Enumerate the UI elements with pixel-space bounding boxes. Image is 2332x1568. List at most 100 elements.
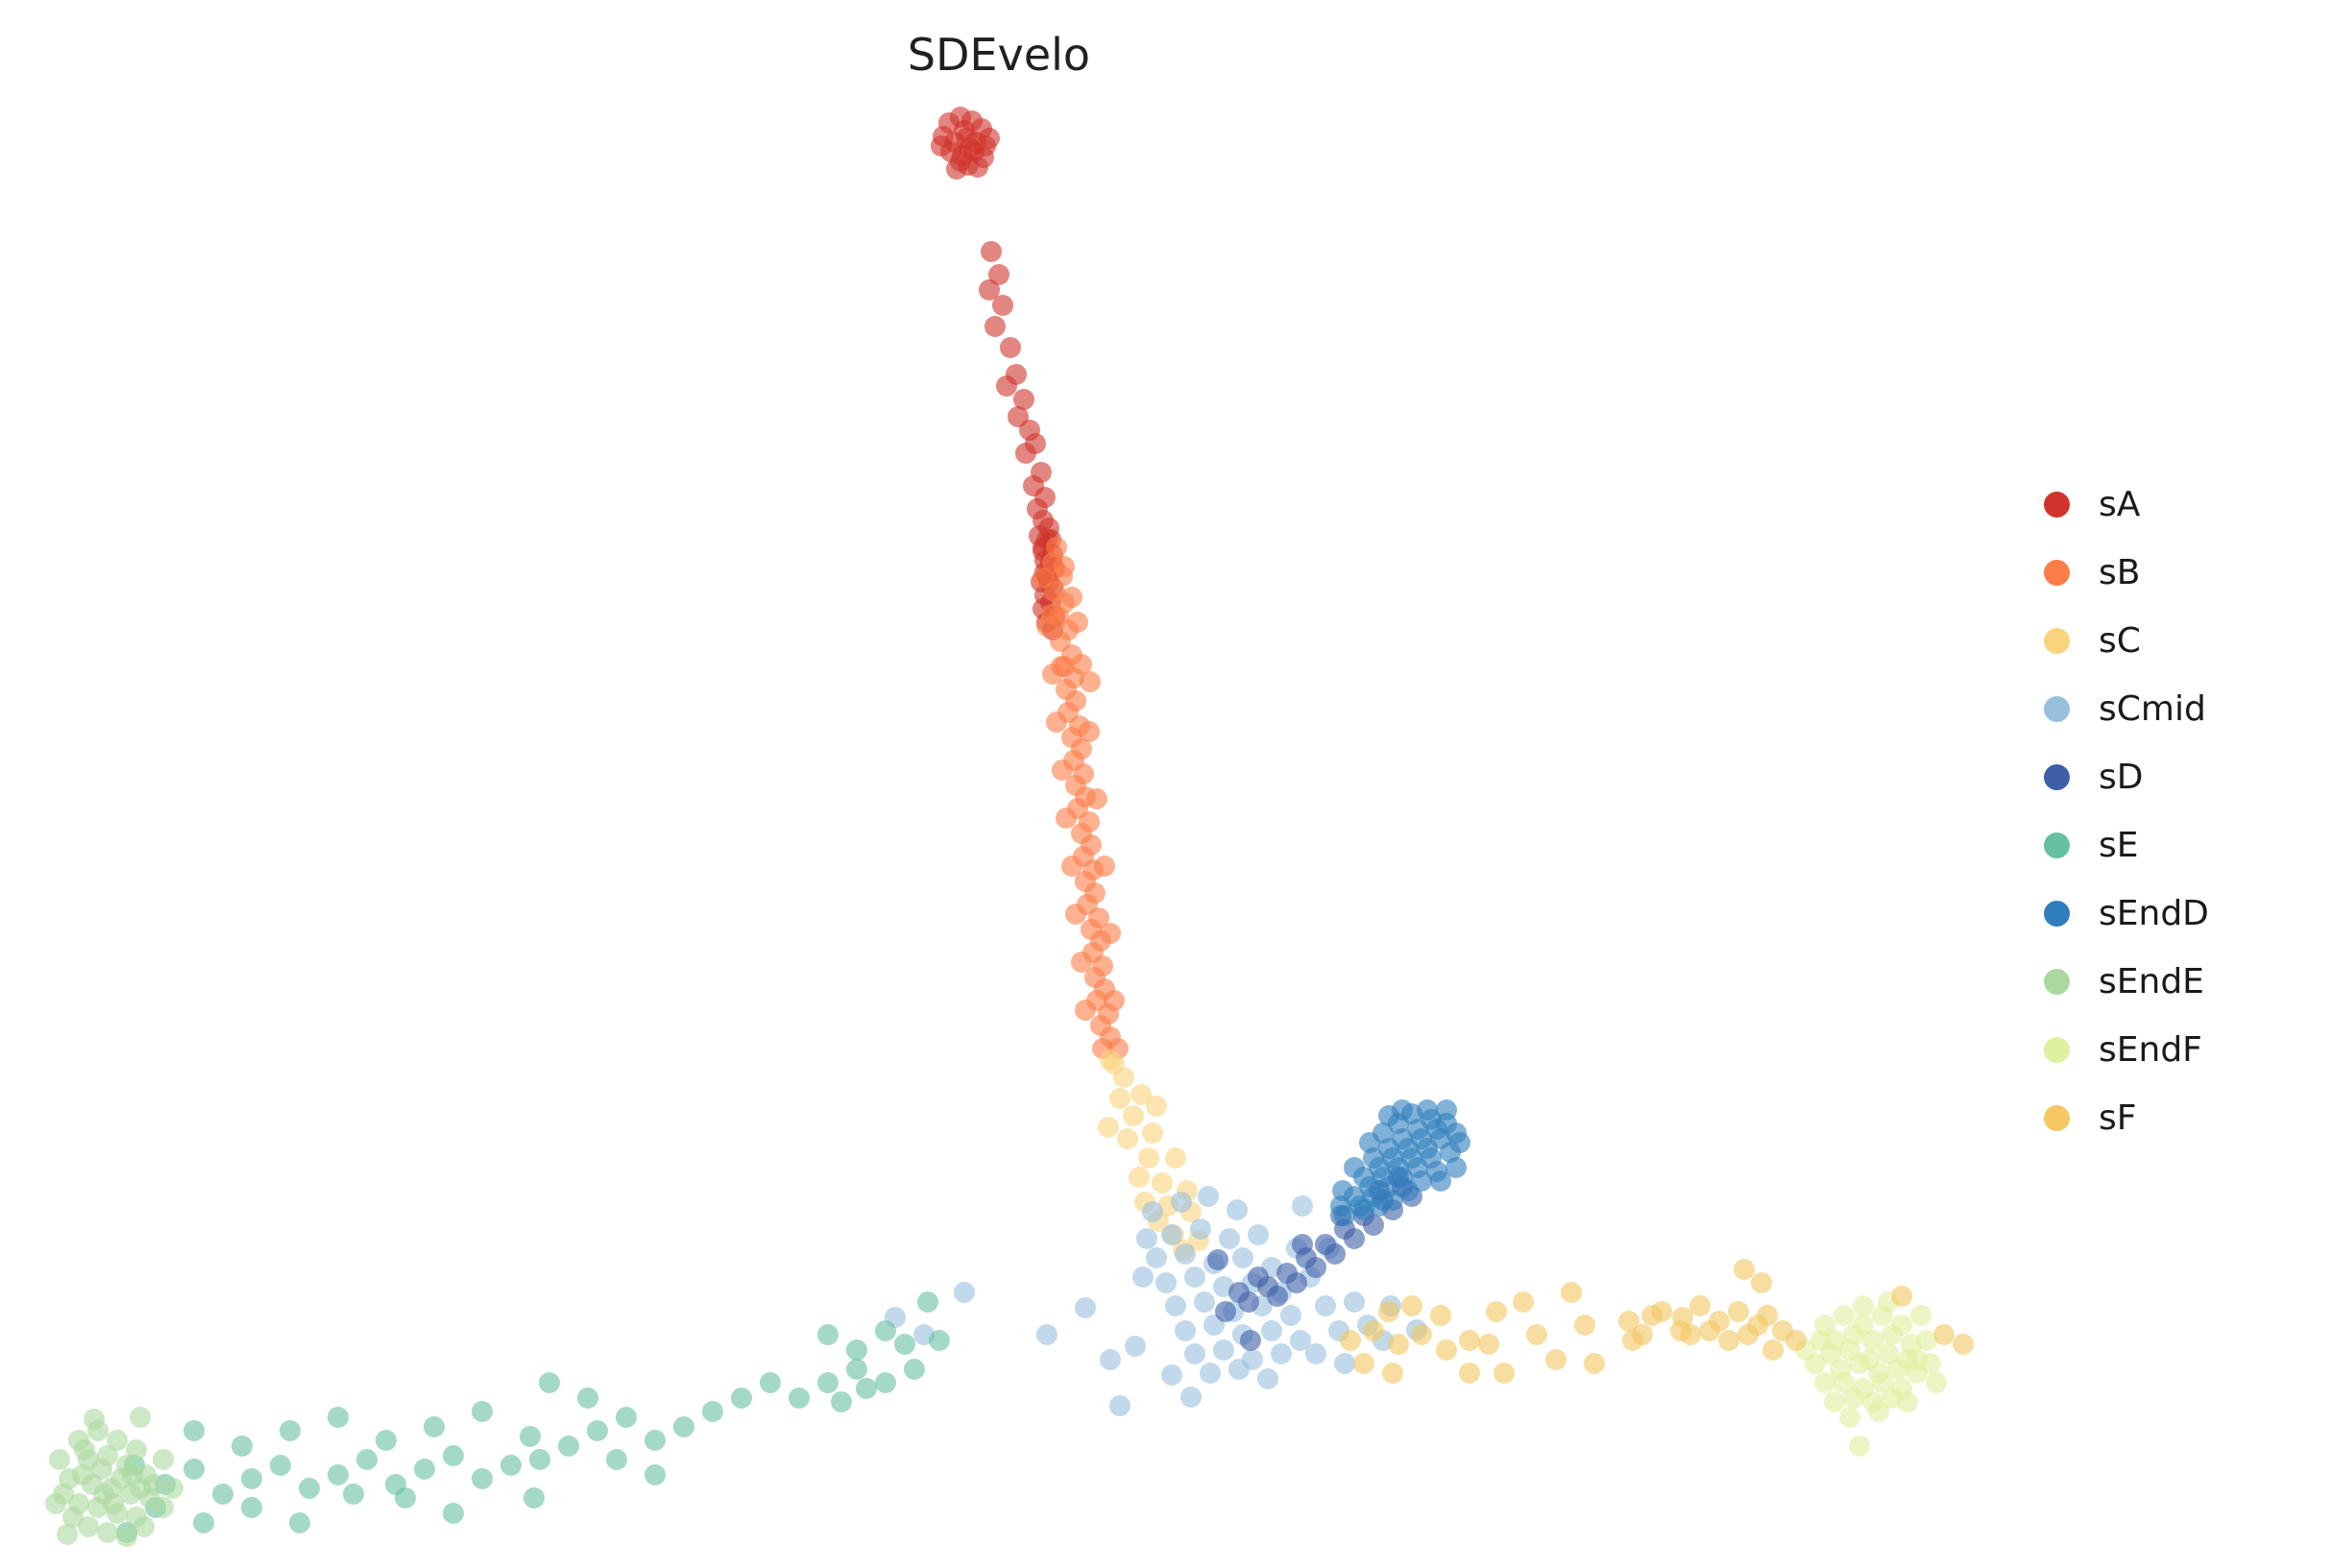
data-point-sD: [1215, 1301, 1236, 1322]
data-point-sA: [996, 375, 1017, 397]
data-point-sA: [931, 135, 952, 157]
data-point-sEndD: [1382, 1190, 1403, 1211]
legend-item: sD: [2044, 758, 2209, 797]
data-point-sF: [1486, 1301, 1507, 1322]
data-point-sEndF: [1882, 1324, 1903, 1345]
data-point-sEndD: [1344, 1157, 1365, 1178]
data-point-sEndF: [1868, 1401, 1889, 1422]
data-point-sB: [1032, 567, 1054, 589]
data-point-sC: [1123, 1105, 1144, 1126]
data-point-sE: [343, 1484, 364, 1505]
data-point-sE: [289, 1512, 310, 1533]
data-point-sF: [1757, 1305, 1778, 1326]
data-point-sCmid: [1146, 1247, 1167, 1268]
data-point-sEndF: [1814, 1372, 1835, 1393]
data-point-sCmid: [1075, 1297, 1096, 1318]
data-point-sEndE: [84, 1409, 105, 1430]
data-point-sE: [212, 1484, 233, 1505]
data-point-sCmid: [1155, 1272, 1177, 1293]
data-point-sE: [193, 1512, 214, 1533]
data-point-sCmid: [1142, 1201, 1163, 1222]
legend-item: sEndF: [2044, 1030, 2209, 1070]
data-point-sEndF: [1849, 1435, 1870, 1457]
data-point-sA: [967, 157, 988, 178]
data-point-sF: [1388, 1334, 1409, 1355]
data-point-sE: [616, 1407, 637, 1428]
data-point-sEndE: [49, 1449, 70, 1470]
legend-swatch-icon: [2044, 492, 2070, 518]
legend: sA sB sC sCmid sD sE sEndD: [2044, 485, 2209, 1138]
legend-label: sEndF: [2099, 1030, 2202, 1070]
data-point-sE: [817, 1372, 838, 1393]
data-point-sEndE: [153, 1449, 174, 1470]
data-point-sA: [1013, 389, 1034, 410]
data-point-sE: [279, 1420, 301, 1441]
data-point-sEndF: [1897, 1391, 1918, 1412]
data-point-sE: [644, 1464, 666, 1485]
data-point-sA: [992, 295, 1013, 316]
data-point-sEndD: [1330, 1195, 1351, 1217]
data-point-sB: [1079, 721, 1100, 742]
legend-item: sC: [2044, 621, 2209, 661]
legend-label: sB: [2099, 553, 2141, 592]
data-point-sCmid: [1315, 1295, 1336, 1316]
data-point-sEndD: [1411, 1170, 1432, 1192]
data-point-sC: [1130, 1084, 1152, 1105]
data-point-sB: [1052, 760, 1073, 781]
data-point-sEndF: [1853, 1295, 1874, 1316]
data-point-sE: [395, 1487, 416, 1508]
data-point-sEndF: [1843, 1387, 1864, 1409]
data-point-sEndE: [45, 1493, 66, 1514]
data-point-sD: [1305, 1257, 1326, 1278]
legend-swatch-icon: [2044, 1037, 2070, 1063]
data-point-sC: [1152, 1172, 1173, 1194]
data-point-sD: [1228, 1282, 1250, 1303]
legend-item: sE: [2044, 826, 2209, 865]
data-point-sD: [1286, 1272, 1307, 1293]
data-point-sD: [1324, 1243, 1346, 1265]
data-point-sB: [1071, 952, 1092, 973]
data-point-sCmid: [1036, 1324, 1057, 1345]
data-point-sEndF: [1920, 1353, 1941, 1374]
data-point-sE: [328, 1464, 349, 1485]
legend-label: sA: [2099, 485, 2141, 524]
data-point-sCmid: [1344, 1291, 1365, 1313]
legend-item: sF: [2044, 1098, 2209, 1138]
data-point-sF: [1891, 1286, 1912, 1307]
data-point-sE: [424, 1416, 445, 1437]
data-point-sE: [529, 1449, 550, 1470]
data-point-sF: [1411, 1324, 1432, 1345]
data-point-sCmid: [954, 1282, 975, 1303]
data-point-sEndE: [130, 1407, 151, 1428]
data-point-sF: [1430, 1305, 1451, 1326]
data-point-sEndE: [78, 1516, 99, 1537]
legend-label: sF: [2099, 1098, 2137, 1138]
data-point-sEndE: [116, 1526, 137, 1547]
legend-item: sA: [2044, 485, 2209, 524]
data-point-sB: [1100, 923, 1121, 944]
data-point-sEndE: [162, 1478, 183, 1499]
data-point-sCmid: [1219, 1228, 1240, 1249]
legend-swatch-icon: [2044, 560, 2070, 586]
data-point-sF: [1478, 1334, 1499, 1355]
data-point-sF: [1526, 1324, 1547, 1345]
data-point-sA: [979, 279, 1000, 301]
data-point-sEndE: [153, 1497, 174, 1518]
data-point-sEndD: [1449, 1132, 1470, 1153]
legend-label: sD: [2099, 758, 2144, 797]
data-point-sE: [520, 1426, 541, 1447]
data-point-sCmid: [1109, 1395, 1130, 1416]
data-point-sC: [1165, 1147, 1186, 1169]
data-point-sCmid: [1161, 1364, 1182, 1386]
legend-item: sEndD: [2044, 894, 2209, 933]
legend-swatch-icon: [2044, 764, 2070, 790]
data-point-sB: [1046, 712, 1067, 733]
data-point-sEndF: [1862, 1330, 1883, 1351]
data-point-sEndE: [126, 1439, 147, 1460]
data-point-sCmid: [1200, 1363, 1221, 1384]
data-point-sE: [231, 1435, 253, 1457]
data-point-sF: [1494, 1363, 1515, 1384]
data-point-sEndE: [93, 1484, 114, 1505]
